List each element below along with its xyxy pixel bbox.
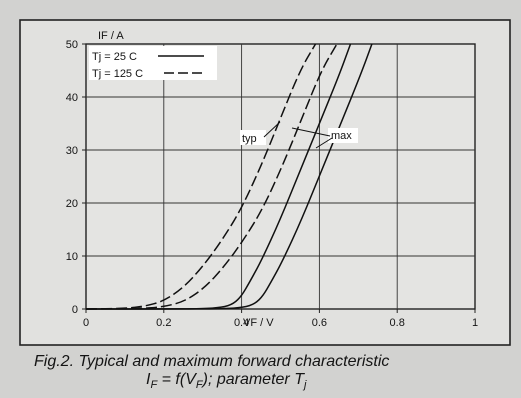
x-tick-labels: 0 0.2 0.4 0.6 0.8 1: [83, 317, 478, 329]
caption-subscript-f2: F: [196, 379, 204, 391]
y-axis-label: IF / A: [98, 30, 124, 42]
x-axis-label: VF / V: [243, 317, 274, 329]
y-tick-label: 0: [72, 304, 78, 316]
annotation-typ-leader: [263, 121, 281, 138]
annotation-max-leader-2: [315, 137, 333, 149]
caption-subscript-f1: F: [150, 379, 158, 391]
x-tick-label: 0.8: [390, 317, 405, 329]
x-tick-label: 0.6: [312, 317, 327, 329]
annotation-typ: typ: [242, 133, 257, 145]
caption-parameter: ); parameter T: [201, 371, 306, 388]
x-tick-label: 0: [83, 317, 89, 329]
series-line-tj-125-c-typ: [85, 43, 317, 310]
y-tick-label: 20: [66, 198, 78, 210]
annotation-max-leader-1: [291, 127, 331, 137]
y-tick-label: 10: [66, 251, 78, 263]
figure-caption-line1: Fig.2. Typical and maximum forward chara…: [34, 353, 389, 370]
caption-subscript-j: j: [302, 379, 307, 391]
legend: Tj = 25 C Tj = 125 C: [89, 46, 217, 80]
x-tick-label: 0.2: [156, 317, 171, 329]
annotation-max-background: [328, 128, 358, 143]
annotations: typ max: [240, 121, 358, 149]
y-tick-label: 30: [66, 145, 78, 157]
caption-equation: = f(V: [157, 371, 197, 388]
x-tick-label: 0.4: [234, 317, 249, 329]
series-line-tj-125-c-max: [85, 43, 338, 310]
y-tick-label: 40: [66, 92, 78, 104]
legend-label-tj25: Tj = 25 C: [92, 51, 137, 63]
y-tick-label: 50: [66, 39, 78, 51]
y-tick-labels: 0 10 20 30 40 50: [66, 39, 78, 316]
caption-symbol-i: I: [146, 371, 151, 388]
x-tick-label: 1: [472, 317, 478, 329]
series-line-tj-25-c-max: [86, 43, 373, 310]
legend-background: [89, 46, 217, 80]
annotation-max: max: [331, 130, 352, 142]
annotation-typ-background: [240, 130, 266, 145]
series-group: [85, 43, 373, 310]
legend-label-tj125: Tj = 125 C: [92, 68, 143, 80]
figure-caption-line2: IF = f(VF); parameter Tj: [146, 371, 307, 391]
plot-area: [85, 43, 476, 310]
